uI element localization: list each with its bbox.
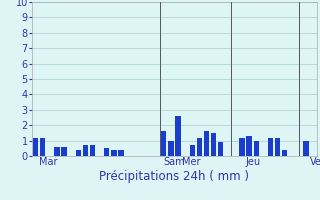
Bar: [175, 116, 180, 156]
Bar: [104, 148, 109, 156]
Bar: [246, 136, 252, 156]
Bar: [282, 150, 287, 156]
Bar: [197, 138, 202, 156]
Bar: [204, 131, 209, 156]
Bar: [189, 145, 195, 156]
Bar: [168, 141, 173, 156]
Bar: [275, 138, 280, 156]
Bar: [118, 150, 124, 156]
Bar: [61, 147, 67, 156]
X-axis label: Précipitations 24h ( mm ): Précipitations 24h ( mm ): [100, 170, 249, 183]
Bar: [90, 145, 95, 156]
Bar: [54, 147, 60, 156]
Bar: [33, 138, 38, 156]
Bar: [83, 145, 88, 156]
Bar: [218, 142, 223, 156]
Bar: [111, 150, 116, 156]
Bar: [76, 150, 81, 156]
Bar: [254, 141, 259, 156]
Bar: [40, 138, 45, 156]
Bar: [211, 133, 216, 156]
Bar: [161, 131, 166, 156]
Bar: [268, 138, 273, 156]
Bar: [239, 138, 245, 156]
Bar: [303, 141, 309, 156]
